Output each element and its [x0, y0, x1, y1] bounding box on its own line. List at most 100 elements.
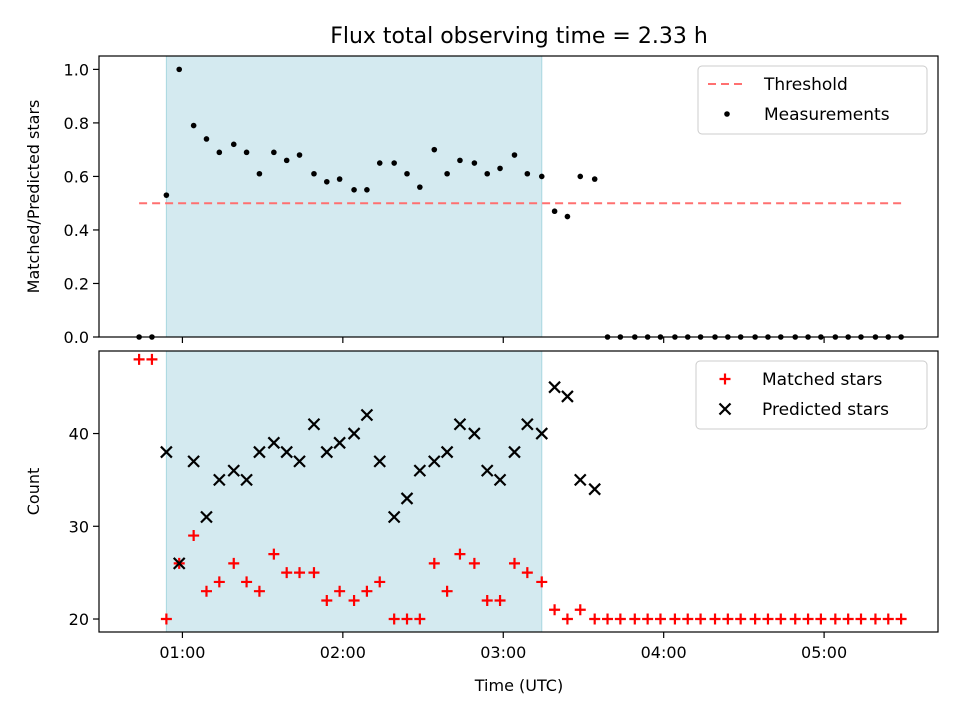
top-y-ticks: 0.0 0.2 0.4 0.6 0.8 1.0 [64, 60, 99, 347]
predicted-stars-point [548, 380, 561, 394]
x-tick-label: 03:00 [480, 643, 526, 662]
top-legend: Threshold Measurements [697, 65, 928, 135]
measurements-point [364, 187, 370, 193]
matched-stars-point [682, 613, 694, 625]
matched-stars-point [213, 576, 225, 588]
predicted-stars-point [480, 464, 494, 477]
matched-stars-point [882, 613, 894, 625]
matched-stars-point [200, 585, 212, 597]
predicted-stars-point [160, 445, 173, 459]
legend-matched-stars-swatch [719, 373, 731, 385]
measurements-point [190, 122, 197, 129]
top-marks [136, 66, 904, 340]
matched-stars-point [268, 548, 280, 560]
matched-stars-point [815, 613, 827, 625]
measurements-point [256, 170, 263, 177]
bottom-y-axis-label: Count [24, 468, 43, 516]
matched-stars-point [669, 613, 681, 625]
measurements-point [404, 170, 410, 177]
matched-stars-point [308, 567, 320, 579]
predicted-stars-point [400, 492, 414, 505]
bottom-x-ticks: 01:00 02:00 03:00 04:00 05:00 [159, 632, 847, 662]
matched-stars-point [468, 557, 480, 569]
predicted-stars-point [293, 455, 306, 468]
matched-stars-point [388, 613, 400, 625]
matched-stars-point [722, 613, 734, 625]
legend-box [695, 360, 928, 430]
matched-stars-point [614, 613, 626, 625]
matched-stars-point [536, 576, 548, 588]
measurements-point [538, 173, 545, 180]
y-tick-label: 0.8 [64, 114, 89, 133]
y-tick-label: 1.0 [64, 60, 89, 79]
y-tick-label: 0.6 [64, 167, 89, 186]
bottom-shaded-region [165, 350, 543, 633]
matched-stars-point [281, 567, 293, 579]
measurements-point [524, 170, 531, 177]
x-tick-label: 01:00 [159, 643, 205, 662]
measurements-point [457, 157, 463, 164]
measurements-point [271, 149, 277, 156]
measurements-point [203, 136, 210, 142]
matched-stars-point [428, 557, 440, 569]
measurements-point [176, 66, 183, 73]
predicted-stars-point [267, 436, 281, 450]
predicted-stars-point [440, 445, 454, 459]
predicted-stars-point [240, 473, 253, 487]
predicted-stars-point [280, 445, 293, 459]
predicted-stars-point [320, 445, 334, 459]
chart-title: Flux total observing time = 2.33 h [330, 24, 708, 49]
matched-stars-point [589, 613, 601, 625]
predicted-stars-point [227, 464, 241, 477]
bottom-legend: Matched stars Predicted stars [695, 360, 928, 430]
matched-stars-point [508, 557, 520, 569]
predicted-stars-point [253, 445, 266, 459]
predicted-stars-point [453, 417, 467, 431]
measurements-point [243, 149, 250, 156]
matched-stars-point [654, 613, 666, 625]
y-tick-label: 20 [69, 610, 89, 629]
matched-stars-point [762, 613, 774, 625]
measurements-point [351, 187, 357, 193]
y-tick-label: 0.4 [64, 221, 89, 240]
matched-stars-point [855, 613, 867, 625]
y-tick-label: 0.0 [64, 328, 89, 347]
matched-stars-point [842, 613, 854, 625]
measurements-point [296, 152, 303, 158]
top-x-ticks [181, 337, 825, 343]
bottom-panel: 20 30 40 01:00 02:00 03:00 04:00 05:00 Count T… [24, 350, 939, 695]
matched-stars-point [869, 613, 881, 625]
measurements-point [323, 178, 330, 185]
matched-stars-point [454, 548, 466, 560]
predicted-stars-point [493, 473, 507, 487]
x-tick-label: 04:00 [641, 643, 687, 662]
measurements-point [216, 149, 223, 156]
predicted-stars-point [307, 417, 321, 431]
top-panel: 0.0 0.2 0.4 0.6 0.8 1.0 Matched/Predicted sta… [24, 55, 939, 347]
predicted-stars-point [573, 473, 587, 487]
matched-stars-point [334, 585, 346, 597]
matched-stars-point [521, 567, 533, 579]
predicted-stars-point [468, 427, 481, 440]
predicted-stars-point [387, 510, 401, 524]
legend-label: Matched stars [762, 370, 882, 390]
matched-stars-point [253, 585, 265, 597]
x-tick-label: 02:00 [320, 643, 366, 662]
measurements-point [484, 170, 491, 177]
predicted-stars-point [360, 408, 374, 422]
predicted-stars-point [588, 482, 601, 496]
predicted-stars-point [561, 390, 574, 403]
matched-stars-point [133, 353, 145, 365]
measurements-point [591, 176, 598, 182]
matched-stars-point [321, 594, 333, 606]
matched-stars-point [294, 567, 306, 579]
predicted-stars-point [521, 417, 534, 431]
matched-stars-point [829, 613, 841, 625]
matched-stars-point [481, 594, 493, 606]
predicted-stars-point [373, 455, 387, 468]
predicted-stars-point [213, 473, 226, 487]
measurements-point [471, 160, 478, 166]
x-axis-label: Time (UTC) [474, 676, 563, 695]
top-plot-frame [98, 55, 939, 338]
measurements-point [551, 208, 558, 215]
